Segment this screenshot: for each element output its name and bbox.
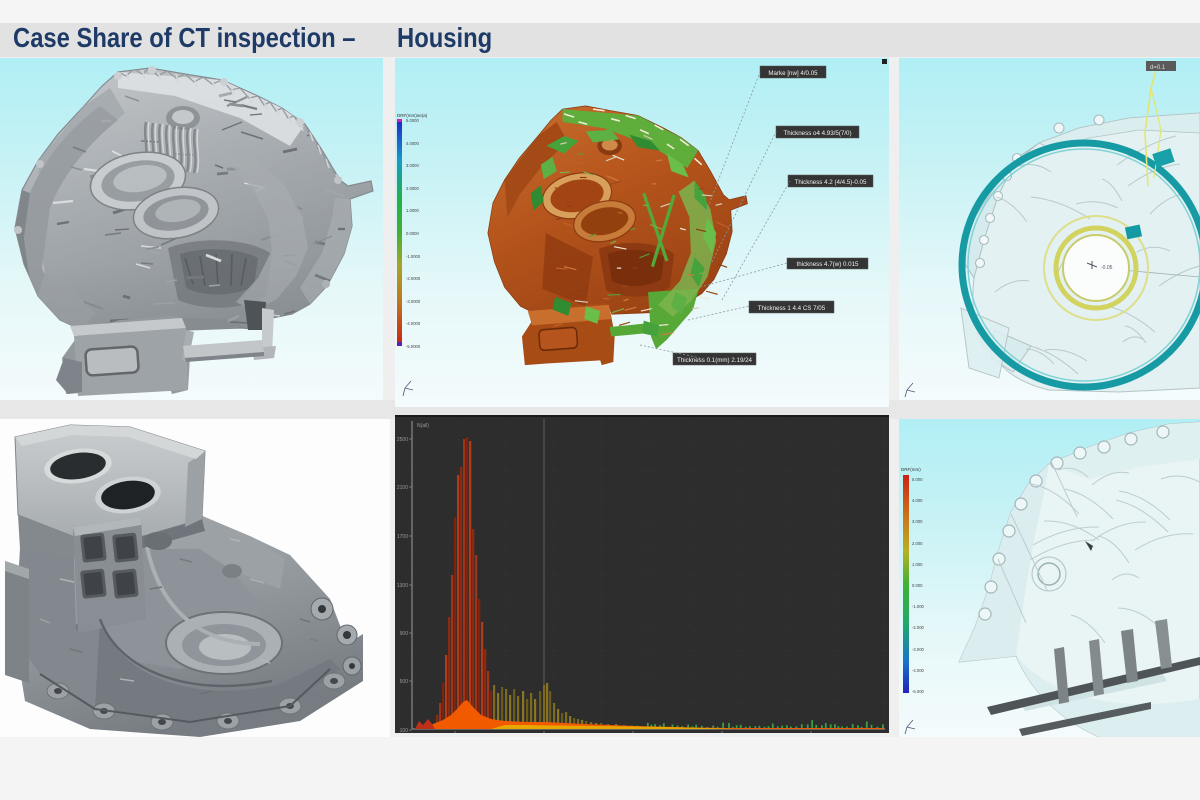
svg-text:Thickness 1 4.4 CS 7/05: Thickness 1 4.4 CS 7/05 xyxy=(758,305,826,312)
svg-text:-1.000: -1.000 xyxy=(912,604,925,609)
svg-text:DRF(mm): DRF(mm) xyxy=(901,467,921,472)
svg-text:-3.000: -3.000 xyxy=(912,647,925,652)
svg-text:1300: 1300 xyxy=(397,583,408,589)
svg-text:d=0.1: d=0.1 xyxy=(1150,65,1166,71)
svg-text:900: 900 xyxy=(400,631,409,637)
svg-text:100: 100 xyxy=(400,728,409,733)
svg-text:-1.0000: -1.0000 xyxy=(406,254,421,259)
svg-text:-2.0000: -2.0000 xyxy=(406,276,421,281)
svg-text:500: 500 xyxy=(400,679,409,685)
svg-text:3.0000: 3.0000 xyxy=(406,163,419,168)
svg-text:2100: 2100 xyxy=(397,485,408,491)
svg-text:1.0000: 1.0000 xyxy=(406,208,419,213)
svg-text:3.000: 3.000 xyxy=(912,519,923,524)
svg-text:1700: 1700 xyxy=(397,534,408,540)
svg-text:-2.000: -2.000 xyxy=(912,625,925,630)
svg-text:5.0000: 5.0000 xyxy=(406,118,419,123)
svg-text:5.000: 5.000 xyxy=(912,477,923,482)
svg-text:Thickness 4.2 (4/4.5)-0.05: Thickness 4.2 (4/4.5)-0.05 xyxy=(795,179,867,186)
svg-text:-0.05: -0.05 xyxy=(1101,265,1113,271)
svg-text:Thickness o4 4.93/5(7/0): Thickness o4 4.93/5(7/0) xyxy=(783,130,851,137)
svg-text:Thickness 0.1(mm) 2.19/24: Thickness 0.1(mm) 2.19/24 xyxy=(677,357,753,364)
svg-text:-3.0000: -3.0000 xyxy=(406,299,421,304)
svg-text:-4.000: -4.000 xyxy=(912,668,925,673)
svg-text:2.0000: 2.0000 xyxy=(406,186,419,191)
svg-text:0.0000: 0.0000 xyxy=(406,231,419,236)
svg-text:-5.000: -5.000 xyxy=(912,689,925,694)
svg-text:-4.0000: -4.0000 xyxy=(406,321,421,326)
svg-text:DRF(mm)ne(a): DRF(mm)ne(a) xyxy=(397,113,428,118)
svg-text:1.000: 1.000 xyxy=(912,562,923,567)
svg-text:4.000: 4.000 xyxy=(912,498,923,503)
svg-text:4.0000: 4.0000 xyxy=(406,141,419,146)
svg-text:-5.0000: -5.0000 xyxy=(406,344,421,349)
svg-text:2500: 2500 xyxy=(397,437,408,443)
svg-text:Marke [nw] 4/0.05: Marke [nw] 4/0.05 xyxy=(768,70,818,77)
svg-text:thickness 4.7(w) 0.015: thickness 4.7(w) 0.015 xyxy=(797,261,859,268)
svg-text:0.000: 0.000 xyxy=(912,583,923,588)
svg-text:2.000: 2.000 xyxy=(912,541,923,546)
svg-text:N(all): N(all) xyxy=(417,423,429,429)
